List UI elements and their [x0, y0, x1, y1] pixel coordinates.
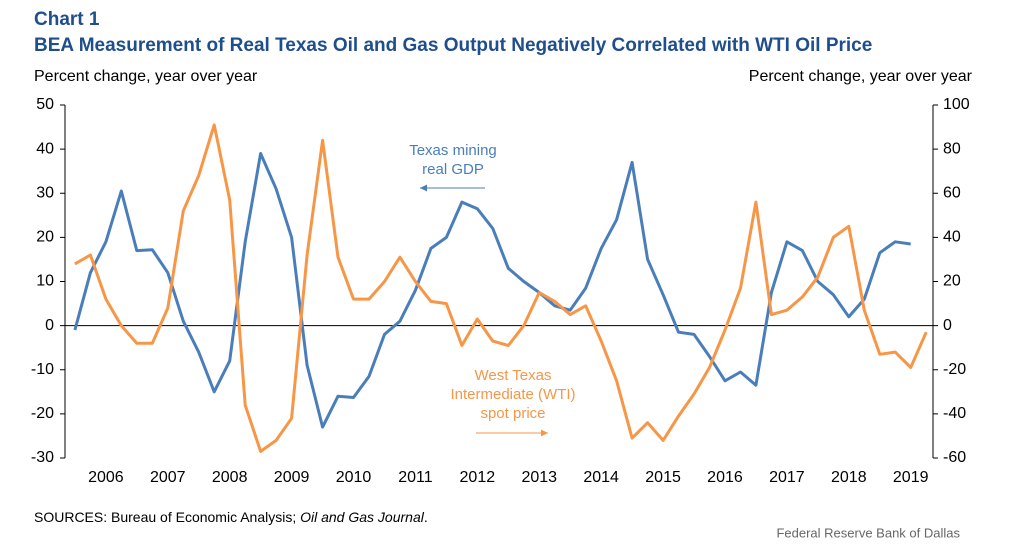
- annotation: Texas mining: [409, 142, 497, 159]
- y-tick-label: 30: [36, 184, 54, 201]
- y-tick-label: -30: [31, 449, 54, 466]
- y-tick-label: 0: [45, 317, 54, 334]
- y2-tick-label: 100: [943, 96, 970, 113]
- x-tick-label: 2014: [583, 469, 619, 486]
- x-tick-label: 2007: [150, 469, 186, 486]
- series-line: [73, 152, 911, 429]
- annotation-arrowhead: [420, 184, 427, 192]
- x-tick-label: 2010: [336, 469, 372, 486]
- x-tick-label: 2006: [88, 469, 124, 486]
- x-tick-label: 2019: [893, 469, 929, 486]
- sources: SOURCES: Bureau of Economic Analysis; Oi…: [34, 509, 428, 525]
- y2-axis-label: Percent change, year over year: [749, 68, 973, 85]
- y2-tick-label: 0: [943, 317, 952, 334]
- y2-tick-label: 20: [943, 273, 961, 290]
- y2-tick-label: 80: [943, 140, 961, 157]
- x-tick-label: 2009: [274, 469, 310, 486]
- annotation: spot price: [480, 405, 545, 422]
- chart-label: Chart 1: [34, 9, 100, 30]
- x-tick-label: 2011: [398, 469, 433, 486]
- y-tick-label: 10: [36, 273, 54, 290]
- x-tick-label: 2008: [212, 469, 248, 486]
- y-tick-label: 20: [36, 229, 54, 246]
- y-tick-label: 40: [36, 140, 54, 157]
- annotation: West Texas: [475, 367, 552, 384]
- series-line: [74, 123, 928, 453]
- x-tick-label: 2017: [769, 469, 805, 486]
- y-tick-label: -20: [31, 405, 54, 422]
- x-tick-label: 2015: [645, 469, 681, 486]
- y2-tick-label: 60: [943, 184, 961, 201]
- sources-end: .: [424, 509, 428, 525]
- y-tick-label: 50: [36, 96, 54, 113]
- sources-text: SOURCES: Bureau of Economic Analysis;: [34, 509, 300, 525]
- sources-journal: Oil and Gas Journal: [300, 509, 425, 525]
- y2-tick-label: -60: [943, 449, 966, 466]
- x-tick-label: 2018: [831, 469, 867, 486]
- x-tick-label: 2012: [460, 469, 496, 486]
- y2-tick-label: 40: [943, 229, 961, 246]
- x-tick-label: 2013: [521, 469, 557, 486]
- chart-title: BEA Measurement of Real Texas Oil and Ga…: [34, 35, 872, 56]
- credit: Federal Reserve Bank of Dallas: [776, 525, 960, 540]
- annotation: Intermediate (WTI): [450, 386, 575, 403]
- annotation-arrowhead: [541, 429, 548, 437]
- annotation: real GDP: [422, 161, 484, 178]
- y2-tick-label: -40: [943, 405, 966, 422]
- y-tick-label: -10: [31, 361, 54, 378]
- y-axis-label: Percent change, year over year: [34, 68, 258, 85]
- x-tick-label: 2016: [707, 469, 743, 486]
- y2-tick-label: -20: [943, 361, 966, 378]
